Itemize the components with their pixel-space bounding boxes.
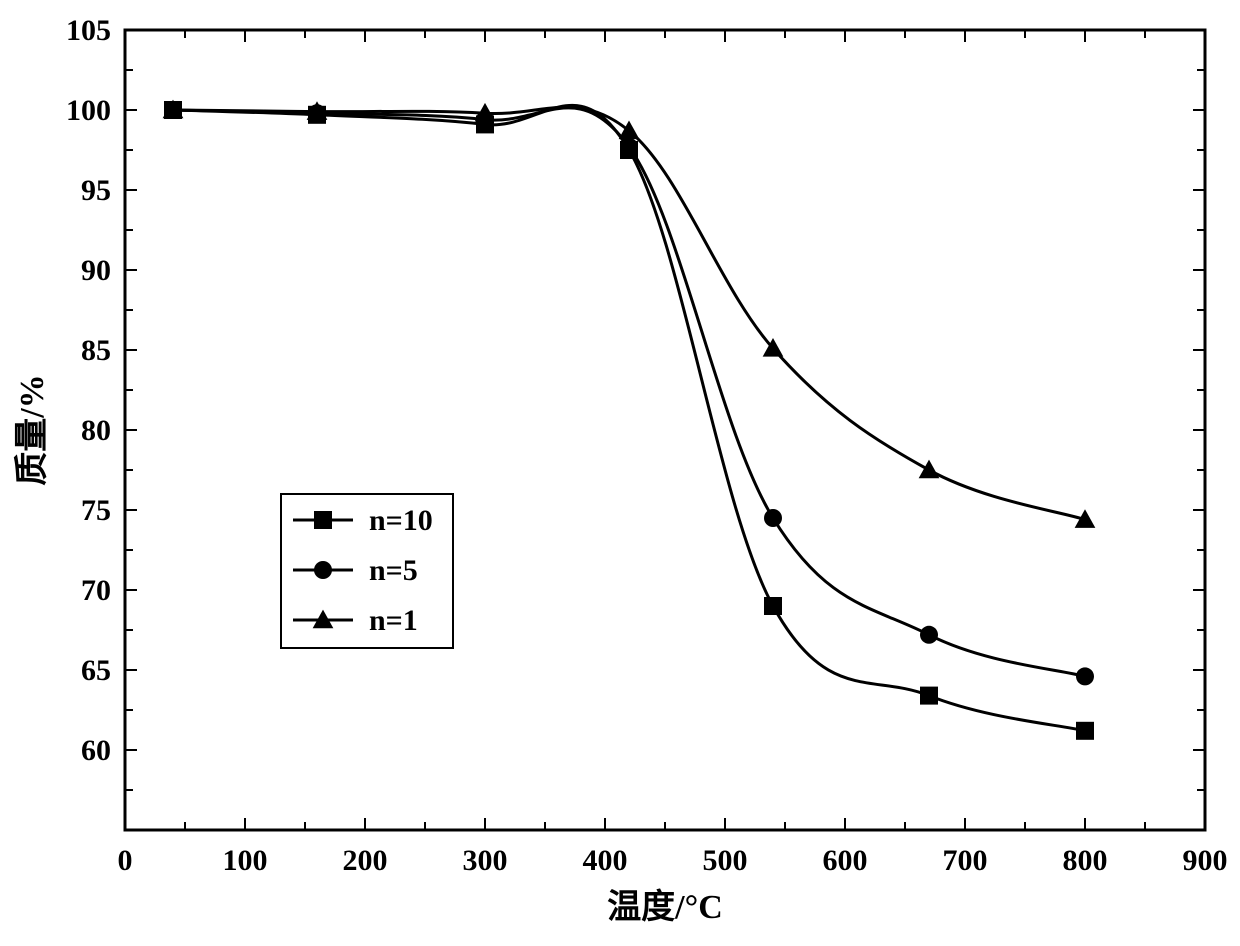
x-tick-label: 600 xyxy=(823,844,868,877)
legend-label-n10: n=10 xyxy=(369,504,433,537)
x-tick-label: 300 xyxy=(463,844,508,877)
series-n10-marker xyxy=(1076,722,1094,740)
x-tick-label: 400 xyxy=(583,844,628,877)
series-n5-marker xyxy=(620,138,638,156)
legend-marker-n10 xyxy=(314,511,332,529)
y-tick-label: 70 xyxy=(81,574,111,607)
y-tick-label: 60 xyxy=(81,734,111,767)
y-tick-label: 80 xyxy=(81,414,111,447)
series-n10-marker xyxy=(920,687,938,705)
x-tick-label: 700 xyxy=(943,844,988,877)
y-tick-label: 95 xyxy=(81,174,111,207)
y-tick-label: 65 xyxy=(81,654,111,687)
legend: n=10 n=5 n=1 xyxy=(281,494,453,648)
series-n5-marker xyxy=(1076,667,1094,685)
x-tick-label: 200 xyxy=(343,844,388,877)
series-n10-marker xyxy=(764,597,782,615)
x-tick-label: 100 xyxy=(223,844,268,877)
y-tick-label: 75 xyxy=(81,494,111,527)
tga-chart: 0 100 200 300 400 500 600 700 800 900 温度/°C 60 65 70 7… xyxy=(0,0,1240,946)
chart-svg: 0 100 200 300 400 500 600 700 800 900 温度/°C 60 65 70 7… xyxy=(0,0,1240,946)
legend-label-n1: n=1 xyxy=(369,604,418,637)
x-tick-label: 900 xyxy=(1183,844,1228,877)
y-tick-label: 105 xyxy=(66,14,111,47)
series-n5-marker xyxy=(764,509,782,527)
legend-marker-n5 xyxy=(314,561,332,579)
y-tick-label: 85 xyxy=(81,334,111,367)
series-n5-marker xyxy=(920,626,938,644)
x-axis-label: 温度/°C xyxy=(607,888,723,926)
x-tick-label: 0 xyxy=(118,844,133,877)
y-axis-label: 质量/% xyxy=(13,374,51,485)
y-tick-label: 100 xyxy=(66,94,111,127)
y-tick-label: 90 xyxy=(81,254,111,287)
legend-label-n5: n=5 xyxy=(369,554,418,587)
x-tick-label: 800 xyxy=(1063,844,1108,877)
x-tick-label: 500 xyxy=(703,844,748,877)
